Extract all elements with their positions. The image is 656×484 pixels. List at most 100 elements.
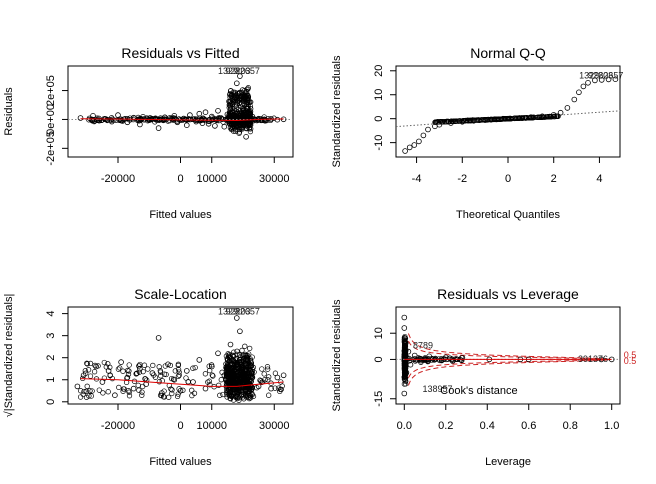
x-tick-label: 1.0 [604, 420, 619, 432]
data-point [402, 335, 409, 342]
dense-point-cloud [401, 333, 465, 387]
data-point [564, 105, 571, 111]
y-tick-label: 10 [373, 327, 385, 339]
y-tick-label: 0e+00 [45, 104, 57, 135]
chart-title: Residuals vs Fitted [121, 45, 239, 61]
data-point [152, 115, 159, 122]
panel-3: Scale-Location Fitted values √|Standardize… [3, 286, 294, 468]
chart-title: Residuals vs Leverage [437, 286, 579, 302]
x-tick-label: 0 [177, 420, 183, 432]
y-axis-label: Residuals [3, 87, 15, 136]
data-point [155, 125, 162, 131]
cooks-level-label: 0.5 [624, 350, 637, 360]
x-tick-label: 0.6 [521, 420, 536, 432]
chart-title: Normal Q-Q [470, 45, 546, 61]
y-tick-label: 4 [45, 311, 57, 317]
data-point [274, 374, 281, 381]
data-point [612, 76, 619, 82]
data-point [438, 357, 445, 364]
data-point [177, 387, 184, 394]
dense-point-cloud [86, 85, 277, 136]
data-point [212, 123, 218, 129]
y-tick-label: 0 [373, 116, 385, 122]
x-axis-label: Fitted values [149, 209, 212, 221]
x-tick-label: 30000 [259, 173, 290, 185]
data-point [528, 114, 534, 120]
data-point [448, 120, 454, 126]
data-point [459, 355, 466, 361]
data-point [209, 363, 215, 370]
data-point [112, 392, 118, 399]
data-point [240, 352, 246, 359]
data-point [230, 128, 237, 134]
data-point [180, 115, 187, 122]
point-label: 8789 [413, 340, 433, 350]
y-tick-label: 3 [45, 333, 57, 339]
x-tick-label: 30000 [259, 420, 290, 432]
y-tick-label: 2 [45, 355, 57, 361]
data-point [155, 335, 162, 341]
data-point [90, 113, 96, 119]
plot-frame [395, 306, 621, 405]
data-point [249, 374, 256, 381]
panel-4: Residuals vs Leverage Leverage Standardize… [331, 286, 636, 468]
data-point [137, 365, 143, 372]
cooks-level-label: 0.5 [624, 356, 637, 366]
data-point [539, 113, 546, 120]
data-point [202, 385, 209, 392]
data-point [249, 113, 256, 120]
data-point [196, 357, 203, 363]
panel-1: Residuals vs Fitted Fitted values Residual… [3, 45, 294, 221]
point-label: 1329 [218, 66, 238, 76]
data-point [571, 96, 578, 103]
x-tick-label: 2 [551, 173, 557, 185]
data-point [202, 109, 209, 115]
data-point [505, 115, 511, 122]
data-point [436, 121, 443, 128]
y-tick-label: -10 [373, 135, 385, 151]
y-tick-label: 10 [373, 89, 385, 101]
data-point [402, 148, 408, 154]
data-point [149, 370, 156, 376]
data-points [77, 73, 287, 140]
data-point [215, 350, 221, 357]
x-axis-label: Fitted values [149, 456, 212, 468]
data-point [243, 368, 249, 374]
point-label: 82657 [235, 66, 260, 76]
plot-frame [67, 65, 294, 158]
smooth-line [80, 118, 284, 122]
data-point [432, 355, 439, 362]
y-tick-label: 0 [45, 399, 57, 405]
data-point [115, 112, 121, 118]
data-point [576, 89, 582, 96]
x-tick-label: 0.4 [480, 420, 495, 432]
x-tick-label: 4 [596, 173, 602, 185]
data-point [240, 95, 246, 101]
data-point [130, 385, 137, 392]
data-point [243, 134, 249, 140]
data-point [470, 118, 477, 124]
data-point [482, 117, 488, 123]
y-axis-label: Standardized residuals [331, 299, 343, 411]
x-tick-label: -20000 [101, 173, 135, 185]
data-point [580, 83, 587, 90]
panel-2: Normal Q-Q Theoretical Quantiles Standardi… [331, 45, 623, 221]
data-point [592, 77, 598, 84]
data-point [221, 372, 228, 379]
data-point [137, 121, 143, 128]
data-point [165, 118, 171, 124]
smooth-line [80, 378, 284, 387]
y-tick-label: -2e+05 [45, 131, 57, 166]
data-point [234, 315, 240, 321]
y-tick-label: 0 [373, 356, 385, 362]
point-label: 1329 [579, 70, 599, 80]
data-point [196, 110, 203, 117]
data-point [87, 387, 93, 394]
chart-title: Scale-Location [134, 286, 227, 302]
data-point [124, 374, 131, 381]
y-tick-label: -15 [373, 391, 385, 407]
point-label: 82657 [598, 70, 623, 80]
data-point [420, 132, 427, 139]
x-tick-label: 0.2 [438, 420, 453, 432]
